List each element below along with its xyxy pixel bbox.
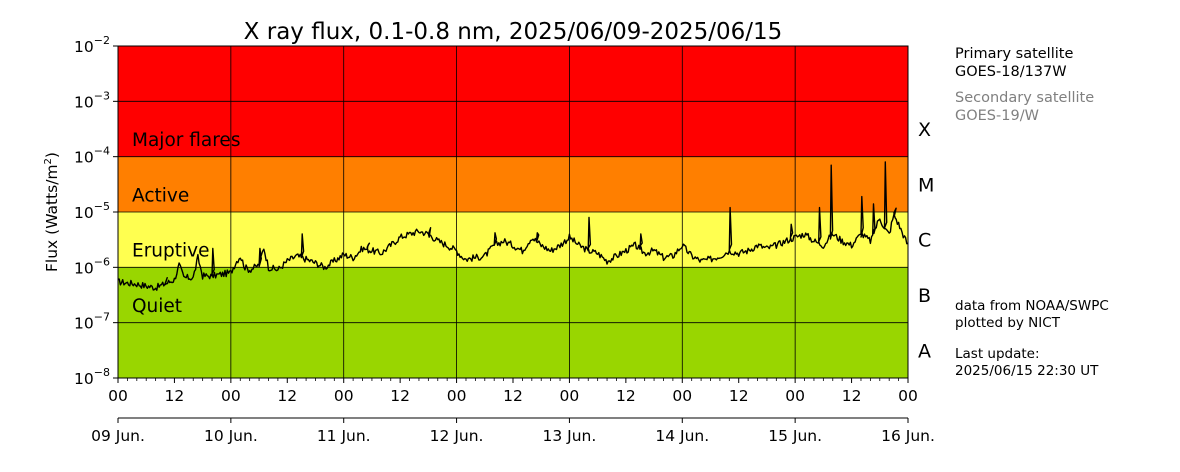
- y-tick-label: 10−2: [74, 34, 110, 56]
- grid-lines: [118, 46, 908, 378]
- band-1: [118, 156, 908, 212]
- secondary-satellite-label: Secondary satellite: [955, 90, 1095, 106]
- primary-satellite-info: Primary satellite GOES-18/137W: [955, 45, 1073, 81]
- data-source: data from NOAA/SWPC: [955, 298, 1109, 314]
- x-tick-label: 12: [503, 387, 523, 405]
- flux-line: [118, 161, 909, 291]
- day-label: 13 Jun.: [543, 427, 597, 445]
- y-tick-label: 10−7: [74, 311, 110, 333]
- x-tick-label: 12: [390, 387, 410, 405]
- flare-class-A: A: [918, 340, 931, 362]
- x-tick-label: 00: [785, 387, 805, 405]
- x-tick-label: 00: [560, 387, 580, 405]
- last-update: Last update: 2025/06/15 22:30 UT: [955, 346, 1098, 380]
- flare-class-labels: X M C B A: [918, 119, 934, 362]
- band-label: Quiet: [132, 296, 182, 317]
- day-label: 10 Jun.: [204, 427, 258, 445]
- band-label: Active: [132, 185, 189, 206]
- day-label: 15 Jun.: [768, 427, 822, 445]
- y-tick-label: 10−5: [74, 200, 110, 222]
- primary-satellite-label: Primary satellite: [955, 46, 1074, 62]
- last-update-value: 2025/06/15 22:30 UT: [955, 363, 1099, 379]
- y-tick-label: 10−6: [74, 255, 110, 277]
- flare-class-X: X: [918, 119, 931, 141]
- flare-class-M: M: [918, 174, 934, 196]
- x-tick-label: 12: [616, 387, 636, 405]
- plotted-by: plotted by NICT: [955, 315, 1060, 331]
- day-axis: 09 Jun. 10 Jun. 11 Jun. 12 Jun. 13 Jun. 14 Ju…: [91, 417, 935, 445]
- y-axis-label-suffix: ): [43, 152, 61, 158]
- x-tick-label: 00: [898, 387, 918, 405]
- band-label: Major flares: [132, 130, 240, 151]
- flare-class-B: B: [918, 285, 931, 307]
- x-tick-label: 00: [108, 387, 128, 405]
- x-tick-label: 12: [842, 387, 862, 405]
- y-axis-label-sup: 2: [43, 158, 54, 164]
- y-axis-label-prefix: Flux (Watts/m: [43, 164, 61, 272]
- x-tick-label: 00: [334, 387, 354, 405]
- day-label: 09 Jun.: [91, 427, 145, 445]
- y-tick-label: 10−3: [74, 89, 110, 111]
- last-update-label: Last update:: [955, 346, 1040, 362]
- band-label: Eruptive: [132, 241, 210, 262]
- x-tick-label: 00: [672, 387, 692, 405]
- day-label: 11 Jun.: [317, 427, 371, 445]
- y-axis-ticks: 10−8 10−7 10−6 10−5 10−4 10−3 10−2: [74, 34, 118, 388]
- band-2: [118, 212, 908, 268]
- x-tick-label: 00: [221, 387, 241, 405]
- x-tick-label: 12: [165, 387, 185, 405]
- day-label: 16 Jun.: [881, 427, 935, 445]
- secondary-satellite-info: Secondary satellite GOES-19/W: [955, 89, 1094, 125]
- y-tick-label: 10−8: [74, 366, 110, 388]
- data-credits: data from NOAA/SWPC plotted by NICT: [955, 298, 1109, 332]
- y-tick-label: 10−4: [74, 145, 110, 167]
- day-label: 12 Jun.: [430, 427, 484, 445]
- day-label: 14 Jun.: [655, 427, 709, 445]
- flare-class-C: C: [918, 230, 931, 252]
- chart-title: X ray flux, 0.1-0.8 nm, 2025/06/09-2025/…: [244, 19, 783, 45]
- flux-series: [118, 161, 909, 291]
- x-tick-label: 12: [277, 387, 297, 405]
- primary-satellite-name: GOES-18/137W: [955, 64, 1067, 80]
- x-axis-ticks: 00 12 00 12 00 12 00 12 00 12 00 12 00 12 00: [108, 378, 918, 405]
- y-axis-label: Flux (Watts/m2): [43, 152, 61, 272]
- x-tick-label: 12: [729, 387, 749, 405]
- secondary-satellite-name: GOES-19/W: [955, 108, 1039, 124]
- band-labels: Major flares Active Eruptive Quiet: [132, 130, 240, 317]
- x-tick-label: 00: [447, 387, 467, 405]
